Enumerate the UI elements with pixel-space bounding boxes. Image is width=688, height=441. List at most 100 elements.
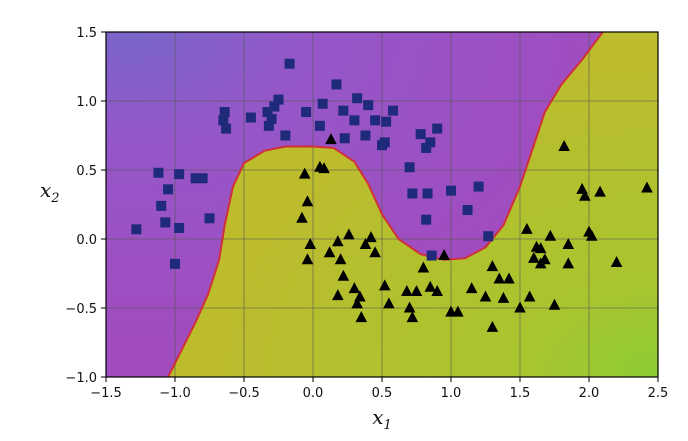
square-point: [170, 258, 180, 269]
square-point: [331, 79, 342, 90]
triangle-point: [378, 279, 391, 291]
triangle-point: [579, 189, 591, 201]
square-point: [462, 205, 473, 216]
class1-markers: [296, 133, 653, 332]
triangle-point: [337, 269, 350, 281]
triangle-point: [332, 289, 344, 301]
x-axis-ticks: −1.5 −1.0 −0.5 0.0 0.5 1.0 1.5 2.0 2.5: [90, 377, 668, 401]
x-tick-label: 2.5: [648, 386, 669, 401]
triangle-point: [558, 140, 570, 152]
y-axis-label-sub: 2: [50, 191, 59, 206]
triangle-point: [298, 167, 311, 179]
square-point: [262, 107, 273, 118]
square-point: [197, 173, 208, 184]
square-point: [153, 167, 164, 178]
y-tick-label: 0.5: [76, 164, 97, 179]
square-point: [280, 130, 291, 141]
x-tick-label: −1.0: [159, 386, 191, 401]
y-tick-label: 1.5: [76, 26, 97, 41]
square-point: [339, 133, 350, 144]
triangle-point: [503, 272, 515, 284]
triangle-point: [301, 195, 314, 207]
triangle-point: [641, 181, 653, 193]
triangle-point: [493, 272, 506, 284]
square-point: [219, 107, 230, 118]
square-point: [415, 129, 426, 140]
square-point: [263, 120, 274, 131]
triangle-point: [548, 298, 561, 310]
triangle-point: [301, 253, 314, 265]
triangle-point: [406, 311, 419, 323]
x-tick-label: 0.5: [372, 386, 393, 401]
triangle-point: [359, 238, 372, 250]
square-point: [273, 94, 284, 105]
square-point: [218, 115, 229, 126]
square-point: [204, 213, 215, 224]
square-point: [314, 120, 325, 131]
square-point: [156, 200, 167, 211]
triangle-point: [486, 260, 499, 272]
y-tick-label: 0.0: [76, 233, 97, 248]
square-point: [266, 113, 277, 124]
square-point: [245, 112, 256, 123]
triangle-point: [479, 290, 492, 302]
triangle-point: [403, 301, 416, 313]
class0-markers: [131, 58, 494, 269]
x-axis-label-base: x: [372, 405, 383, 429]
square-point: [284, 58, 295, 69]
triangle-point: [355, 311, 368, 323]
triangle-point: [521, 222, 533, 234]
triangle-point: [325, 133, 337, 145]
square-point: [174, 169, 185, 180]
square-point: [407, 188, 418, 199]
square-point: [317, 98, 328, 109]
triangle-point: [610, 255, 623, 267]
x-axis-label-sub: 1: [384, 418, 392, 433]
square-point: [404, 162, 415, 173]
triangle-point: [351, 297, 363, 309]
triangle-point: [343, 228, 355, 240]
x-tick-label: 1.5: [510, 386, 531, 401]
square-point: [338, 105, 349, 116]
square-point: [190, 173, 201, 184]
x-axis-label: x1: [372, 405, 392, 433]
square-point: [473, 181, 484, 192]
triangle-point: [332, 235, 344, 247]
triangle-point: [323, 246, 336, 258]
y-tick-label: 1.0: [76, 95, 97, 110]
x-tick-label: −1.5: [90, 386, 122, 401]
triangle-point: [523, 290, 536, 302]
square-point: [163, 184, 174, 195]
square-point: [370, 115, 381, 126]
square-point: [131, 224, 142, 235]
square-point: [174, 222, 185, 233]
triangle-point: [497, 291, 510, 303]
triangle-point: [348, 282, 361, 294]
square-point: [446, 185, 456, 196]
square-point: [483, 231, 494, 242]
triangle-point: [528, 251, 540, 263]
triangle-point: [514, 301, 526, 313]
triangle-point: [438, 249, 450, 261]
square-point: [421, 214, 432, 225]
triangle-point: [465, 282, 478, 294]
triangle-point: [401, 284, 413, 296]
triangle-point: [594, 185, 606, 197]
x-tick-label: 0.0: [303, 386, 324, 401]
square-point: [379, 137, 390, 148]
square-point: [221, 123, 232, 134]
triangle-point: [318, 162, 330, 174]
square-point: [360, 130, 371, 141]
square-point: [352, 93, 363, 104]
square-point: [422, 188, 433, 199]
y-axis-label-base: x: [40, 178, 51, 202]
triangle-point: [296, 211, 308, 223]
decision-boundary: [167, 32, 604, 377]
y-axis-label: x2: [40, 178, 60, 206]
triangle-point: [410, 284, 423, 296]
triangle-point: [365, 231, 377, 243]
triangle-point: [562, 257, 575, 269]
square-point: [363, 100, 374, 111]
triangle-point: [417, 261, 430, 273]
